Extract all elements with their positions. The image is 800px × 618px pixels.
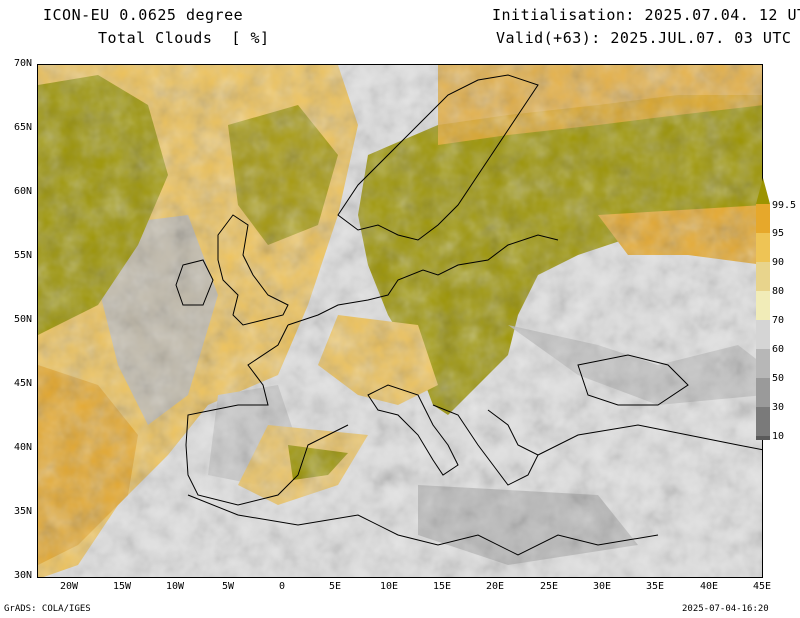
coast-great-britain [217,214,289,326]
lon-label: 30E [592,581,612,592]
colorbar-segment [756,178,770,204]
colorbar-segment [756,349,770,378]
coast-balkans [432,404,539,486]
coast-black-sea [577,354,689,406]
model-title: ICON-EU 0.0625 degree [43,6,244,24]
colorbar-label: 10 [772,431,785,442]
lat-label: 60N [13,186,32,197]
lat-label: 55N [13,250,32,261]
coast-iberia-france [185,324,349,506]
coast-scandinavia [337,74,539,241]
colorbar-segment [756,436,770,465]
colorbar-label: 90 [772,257,785,268]
coast-italy [367,384,459,476]
map-svg [38,65,762,577]
lon-label: 5W [221,581,235,592]
grads-credit: GrADS: COLA/IGES [4,604,91,614]
coastlines [175,74,762,556]
colorbar-segment [756,262,770,291]
lat-label: 70N [13,58,32,69]
lon-label: 40E [699,581,719,592]
colorbar-label: 50 [772,373,785,384]
coast-turkey [537,424,762,456]
lon-label: 5E [328,581,342,592]
lon-label: 15E [432,581,452,592]
lat-label: 45N [13,378,32,389]
lat-label: 50N [13,314,32,325]
cloud-cover-map [37,64,763,578]
colorbar-segment [756,378,770,407]
cloud-texture [38,65,762,577]
lon-label: 15W [112,581,132,592]
lon-label: 45E [752,581,772,592]
colorbar-segment [756,291,770,320]
lon-label: 20E [485,581,505,592]
lon-label: 0 [278,581,286,592]
colorbar-segment [756,233,770,262]
lat-label: 40N [13,442,32,453]
colorbar-label: 80 [772,286,785,297]
coast-north-africa [187,494,659,556]
lon-label: 10E [379,581,399,592]
lat-label: 35N [13,506,32,517]
coast-ireland [175,259,214,306]
colorbar-label: 70 [772,315,785,326]
coast-north-sea-baltic [287,234,559,326]
colorbar [756,178,770,465]
initialisation-time: Initialisation: 2025.07.04. 12 UTC [492,6,800,24]
colorbar-label: 95 [772,228,785,239]
valid-time: Valid(+63): 2025.JUL.07. 03 UTC [496,29,792,47]
colorbar-segment [756,407,770,436]
lon-label: 20W [59,581,79,592]
lat-label: 30N [13,570,32,581]
colorbar-svg [756,178,770,465]
colorbar-label: 99.5 [772,200,797,211]
lon-label: 10W [165,581,185,592]
colorbar-label: 30 [772,402,785,413]
lon-label: 25E [539,581,559,592]
variable-title: Total Clouds [ %] [98,29,270,47]
colorbar-segment [756,204,770,233]
colorbar-label: 60 [772,344,785,355]
lon-label: 35E [645,581,665,592]
colorbar-segment [756,320,770,349]
lat-label: 65N [13,122,32,133]
render-timestamp: 2025-07-04-16:20 [682,604,769,614]
